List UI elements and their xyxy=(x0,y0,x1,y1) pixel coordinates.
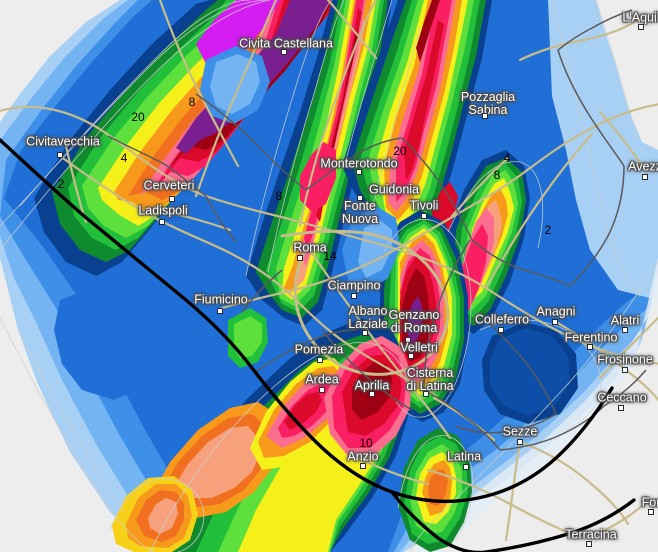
city-marker-icon xyxy=(587,344,593,350)
city-marker-icon xyxy=(498,327,504,333)
dry-slot-pockets xyxy=(54,46,578,424)
city-marker-icon xyxy=(638,24,644,30)
dry-sector-northeast-2 xyxy=(596,0,658,150)
city-marker-icon xyxy=(622,327,628,333)
city-marker-icon xyxy=(319,387,325,393)
city-marker-icon xyxy=(351,293,357,299)
storm-band-northeast xyxy=(342,0,492,252)
city-marker-icon xyxy=(57,152,63,158)
city-marker-icon xyxy=(586,541,592,547)
city-marker-icon xyxy=(463,464,469,470)
city-marker-icon xyxy=(362,330,368,336)
city-marker-icon xyxy=(517,439,523,445)
city-marker-icon xyxy=(217,308,223,314)
storm-band-albani xyxy=(380,210,468,422)
dry-sector-southeast xyxy=(430,270,658,552)
storm-cell-southwest-orange xyxy=(112,476,198,552)
city-marker-icon xyxy=(317,357,323,363)
sea-clear-southwest xyxy=(0,318,146,552)
city-marker-icon xyxy=(622,367,628,373)
motorway-network xyxy=(280,229,450,376)
storm-band-southcoast xyxy=(150,318,412,552)
city-marker-icon xyxy=(423,391,429,397)
city-marker-icon xyxy=(360,463,366,469)
city-marker-icon xyxy=(642,174,648,180)
administrative-borders xyxy=(107,9,647,451)
city-marker-icon xyxy=(552,319,558,325)
city-marker-icon xyxy=(357,195,363,201)
sea-clear-northwest xyxy=(0,0,104,122)
city-marker-icon xyxy=(369,391,375,397)
city-marker-icon xyxy=(421,213,427,219)
city-marker-icon xyxy=(618,405,624,411)
city-marker-icon xyxy=(297,255,303,261)
city-marker-icon xyxy=(356,169,362,175)
city-marker-icon xyxy=(281,49,287,55)
city-marker-icon xyxy=(405,337,411,343)
city-marker-icon xyxy=(159,219,165,225)
city-marker-icon xyxy=(169,196,175,202)
city-marker-icon xyxy=(408,353,414,359)
city-marker-icon xyxy=(648,509,654,515)
city-marker-icon xyxy=(482,113,488,119)
